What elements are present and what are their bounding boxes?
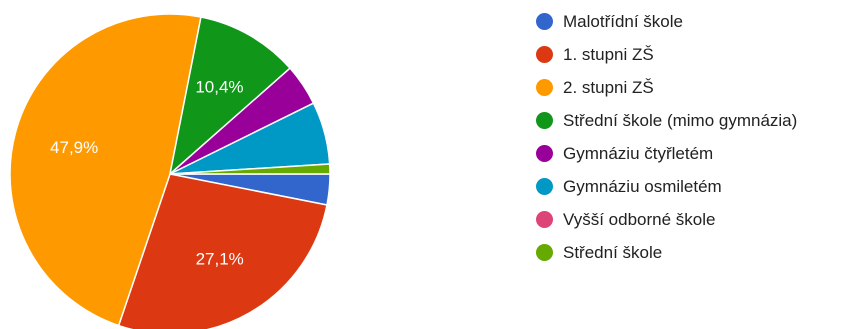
legend-swatch (536, 244, 553, 261)
legend-item[interactable]: 1. stupni ZŠ (536, 38, 797, 71)
legend-swatch (536, 46, 553, 63)
legend-item[interactable]: Vyšší odborné škole (536, 203, 797, 236)
pie-slice[interactable] (168, 16, 292, 177)
slice-data-label: 27,1% (196, 249, 244, 268)
pie-chart: 27,1% 47,9% 10,4% (9, 13, 331, 329)
legend-swatch (536, 145, 553, 162)
legend-label: Vyšší odborné škole (563, 209, 716, 229)
legend-item[interactable]: 2. stupni ZŠ (536, 71, 797, 104)
legend-label: Gymnáziu osmiletém (563, 176, 722, 196)
legend-item[interactable]: Střední škole (mimo gymnázia) (536, 104, 797, 137)
slice-data-label: 47,9% (50, 138, 98, 157)
legend-item[interactable]: Gymnáziu osmiletém (536, 170, 797, 203)
legend-label: 1. stupni ZŠ (563, 44, 654, 64)
legend-label: Malotřídní škole (563, 11, 683, 31)
slice-data-label: 10,4% (195, 77, 243, 96)
legend-label: Střední škole (563, 242, 663, 262)
legend-swatch (536, 13, 553, 30)
legend-label: Gymnáziu čtyřletém (563, 143, 714, 163)
legend: Malotřídní škole 1. stupni ZŠ 2. stupni ZŠ… (536, 5, 797, 269)
legend-item[interactable]: Malotřídní škole (536, 5, 797, 38)
legend-label: 2. stupni ZŠ (563, 77, 654, 97)
pie-slice[interactable] (117, 173, 328, 329)
legend-swatch (536, 178, 553, 195)
legend-item[interactable]: Střední škole (536, 236, 797, 269)
pie-slice[interactable] (169, 163, 331, 175)
legend-swatch (536, 112, 553, 129)
legend-label: Střední škole (mimo gymnázia) (563, 110, 798, 130)
legend-swatch (536, 79, 553, 96)
legend-item[interactable]: Gymnáziu čtyřletém (536, 137, 797, 170)
legend-swatch (536, 211, 553, 228)
pie-slice[interactable] (9, 13, 202, 327)
